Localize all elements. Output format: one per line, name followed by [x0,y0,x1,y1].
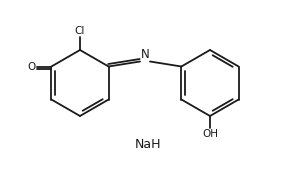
Text: N: N [141,48,149,61]
Text: Cl: Cl [75,26,85,36]
Text: NaH: NaH [135,139,161,152]
Text: O: O [27,62,35,72]
Text: OH: OH [202,129,218,139]
